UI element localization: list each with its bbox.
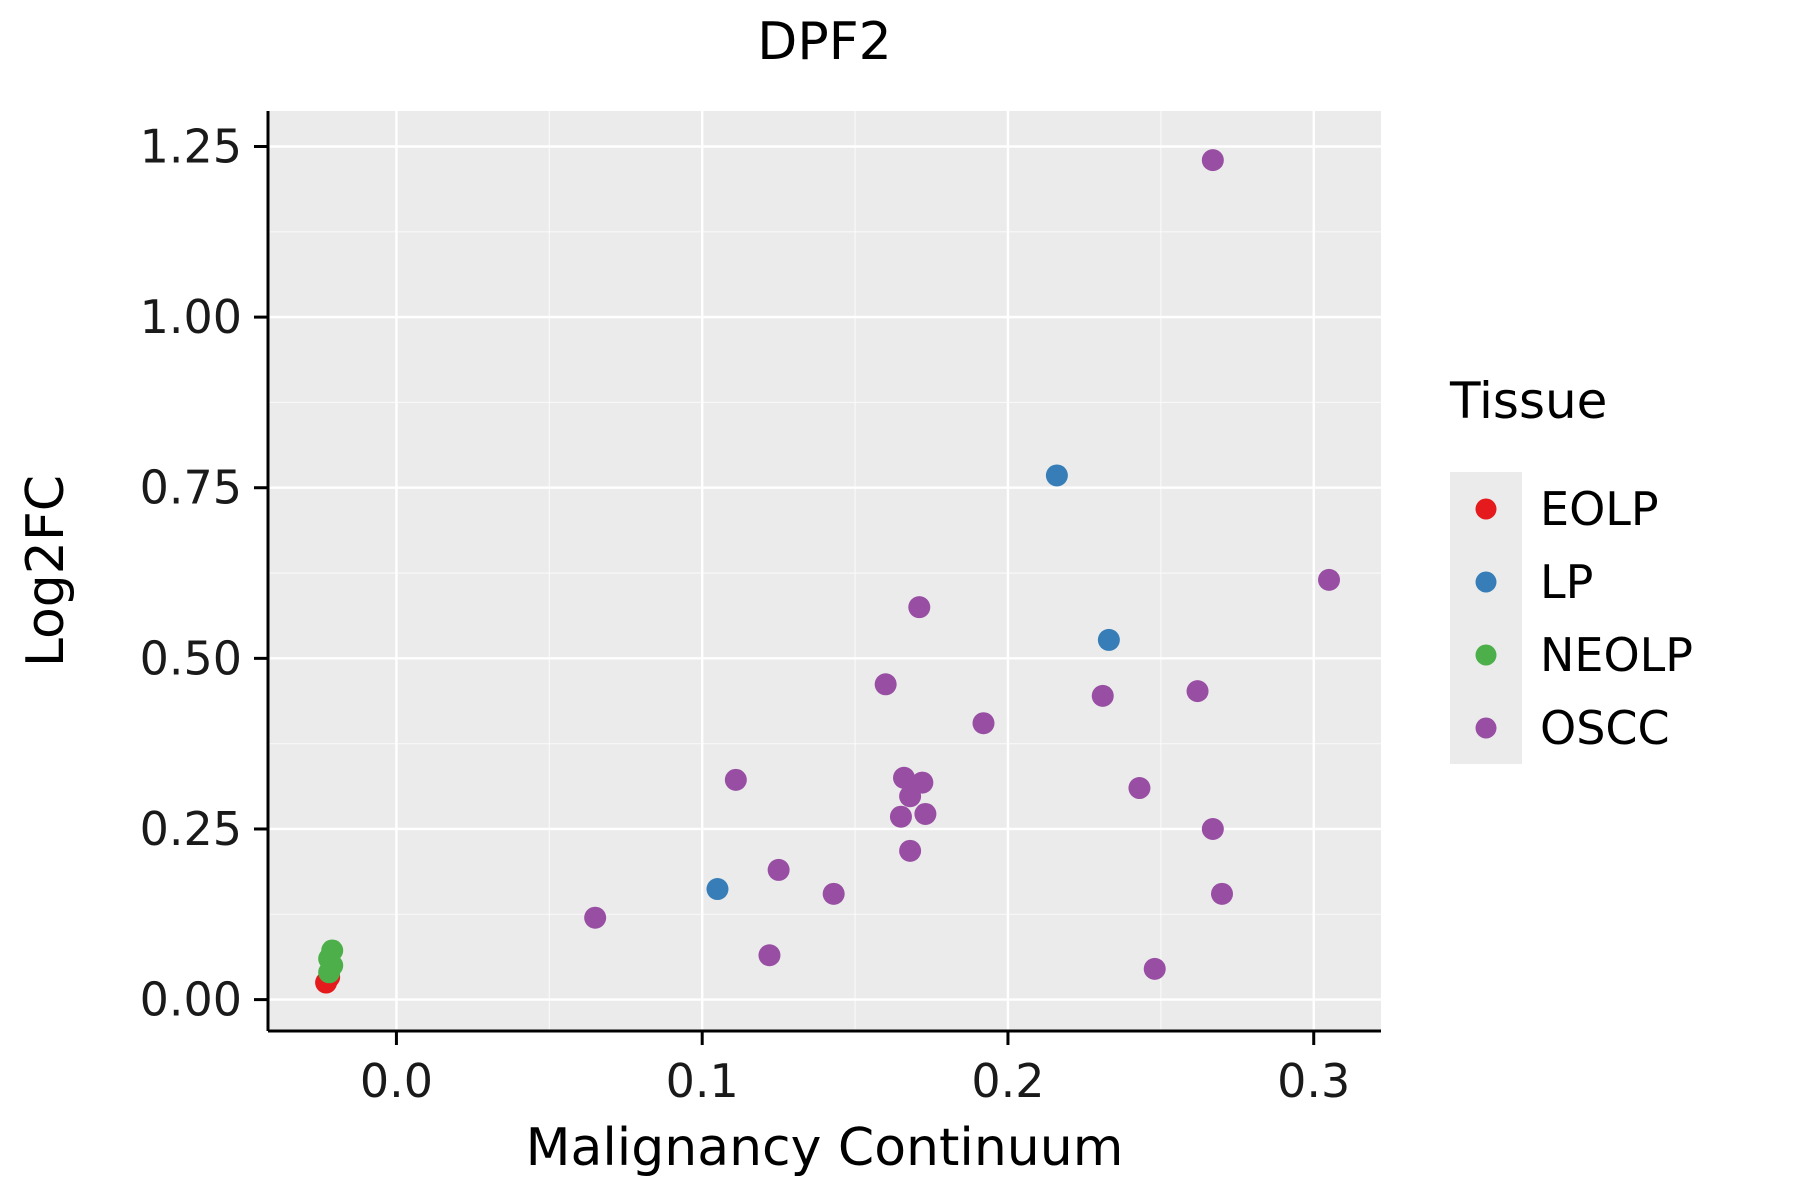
legend-dot-icon bbox=[1475, 644, 1497, 665]
legend-items: EOLP LP NEOLP OSCC bbox=[1450, 472, 1693, 764]
legend-label-neolp: NEOLP bbox=[1540, 627, 1694, 682]
neolp-color-dot bbox=[1475, 644, 1497, 665]
data-point-oscc bbox=[1186, 680, 1209, 703]
data-point-oscc bbox=[914, 802, 937, 825]
legend-item-oscc: OSCC bbox=[1450, 691, 1693, 764]
legend-dot-icon bbox=[1475, 571, 1497, 592]
x-tick-label: 0.3 bbox=[1277, 1054, 1350, 1108]
data-point-oscc bbox=[899, 839, 922, 862]
data-point-oscc bbox=[889, 805, 912, 828]
data-point-oscc bbox=[893, 766, 915, 789]
legend-dot-icon bbox=[1475, 498, 1497, 519]
data-point-oscc bbox=[874, 673, 897, 696]
legend-label-oscc: OSCC bbox=[1540, 700, 1670, 755]
y-tick-label: 0.50 bbox=[140, 631, 242, 685]
data-point-neolp bbox=[318, 961, 341, 984]
y-tick-label: 0.25 bbox=[140, 802, 242, 856]
legend-key-oscc bbox=[1450, 691, 1522, 764]
x-tick-label: 0.1 bbox=[666, 1054, 739, 1108]
legend-label-lp: LP bbox=[1540, 554, 1594, 609]
data-point-oscc bbox=[1091, 684, 1114, 707]
data-point-oscc bbox=[908, 596, 931, 619]
legend-key-neolp bbox=[1450, 618, 1522, 691]
data-point-lp bbox=[1097, 628, 1120, 651]
data-point-oscc bbox=[724, 768, 747, 791]
y-tick-label: 1.25 bbox=[140, 119, 242, 173]
data-point-oscc bbox=[767, 858, 790, 881]
oscc-color-dot bbox=[1475, 717, 1497, 738]
legend-item-eolp: EOLP bbox=[1450, 472, 1693, 545]
data-point-oscc bbox=[911, 771, 934, 794]
data-point-oscc bbox=[758, 944, 781, 967]
data-point-oscc bbox=[822, 882, 845, 905]
eolp-color-dot bbox=[1475, 498, 1497, 519]
y-tick-label: 0.00 bbox=[140, 973, 242, 1027]
data-point-oscc bbox=[1128, 777, 1151, 800]
data-point-oscc bbox=[1318, 568, 1341, 591]
x-tick-label: 0.0 bbox=[360, 1054, 433, 1108]
data-point-lp bbox=[1045, 464, 1068, 487]
legend-label-eolp: EOLP bbox=[1540, 481, 1659, 536]
legend-title: Tissue bbox=[1450, 372, 1608, 430]
data-point-lp bbox=[706, 878, 729, 901]
legend-dot-icon bbox=[1475, 717, 1497, 738]
legend-key-lp bbox=[1450, 545, 1522, 618]
legend-key-eolp bbox=[1450, 472, 1522, 545]
y-tick-label: 0.75 bbox=[140, 461, 242, 515]
data-point-oscc bbox=[1143, 957, 1166, 980]
plot-panel bbox=[268, 111, 1381, 1031]
data-point-oscc bbox=[1201, 817, 1224, 840]
data-point-oscc bbox=[1211, 882, 1233, 905]
legend: Tissue EOLP LP NEOLP OSCC bbox=[1450, 372, 1693, 764]
data-point-oscc bbox=[584, 906, 607, 929]
chart-title: DPF2 bbox=[757, 12, 892, 72]
x-tick-label: 0.2 bbox=[971, 1054, 1044, 1108]
data-point-oscc bbox=[972, 712, 995, 735]
y-tick-label: 1.00 bbox=[140, 290, 242, 344]
x-axis-label: Malignancy Continuum bbox=[525, 1118, 1124, 1178]
data-point-oscc bbox=[1201, 149, 1224, 172]
lp-color-dot bbox=[1475, 571, 1497, 592]
y-axis-label: Log2FC bbox=[16, 474, 76, 668]
legend-item-lp: LP bbox=[1450, 545, 1693, 618]
legend-item-neolp: NEOLP bbox=[1450, 618, 1693, 691]
